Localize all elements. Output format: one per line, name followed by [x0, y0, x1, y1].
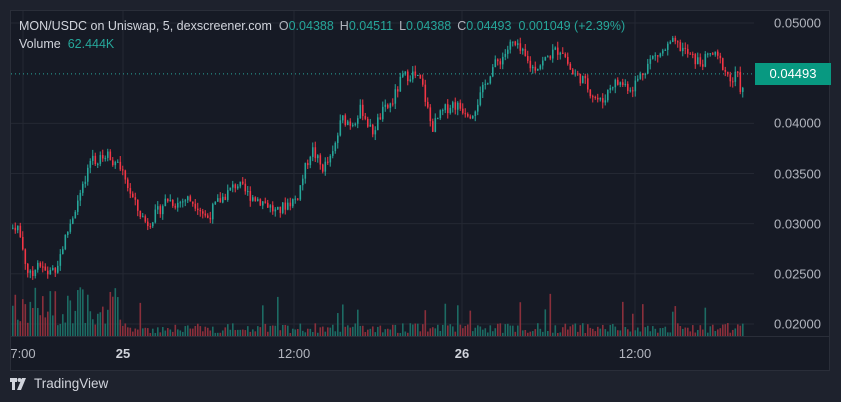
time-tick: 26: [454, 346, 470, 361]
price-tick: 0.03500: [774, 166, 821, 181]
time-tick: 7:00: [10, 346, 36, 361]
low-label: L: [399, 19, 407, 33]
chart-frame: MON/USDC on Uniswap, 5, dexscreener.com O…: [10, 10, 831, 371]
time-axis[interactable]: 7:00 25 12:00 26 12:00: [10, 336, 829, 371]
candlestick-chart[interactable]: [11, 11, 754, 336]
volume-value: 62.444K: [67, 37, 115, 51]
volume-row: Volume 62.444K: [19, 35, 625, 53]
volume-label: Volume: [19, 37, 61, 51]
price-tick: 0.03000: [774, 216, 821, 232]
symbol-title: MON/USDC on Uniswap, 5, dexscreener.com: [19, 19, 272, 33]
close-label: C: [457, 19, 467, 33]
chart-legend: MON/USDC on Uniswap, 5, dexscreener.com O…: [19, 17, 625, 53]
price-tick: 0.02500: [774, 266, 821, 282]
close-value: 0.04493: [466, 19, 512, 33]
time-tick: 12:00: [618, 346, 652, 361]
price-tick: 0.05000: [774, 15, 821, 31]
price-axis[interactable]: 0.05000 0.04000 0.03500 0.03000 0.02500 0.020…: [754, 11, 831, 336]
high-label: H: [339, 19, 349, 33]
change-value: 0.001049 (+2.39%): [518, 19, 626, 33]
price-tick: 0.04000: [774, 115, 821, 131]
low-value: 0.04388: [406, 19, 452, 33]
brand-name: TradingView: [34, 376, 109, 391]
price-plot[interactable]: [11, 11, 754, 336]
tradingview-logo-icon: [10, 377, 26, 390]
time-tick: 25: [115, 346, 131, 361]
time-tick: 12:00: [277, 346, 311, 361]
tradingview-brand[interactable]: TradingView: [10, 376, 108, 391]
last-price-label: 0.04493: [755, 62, 831, 85]
open-label: O: [278, 19, 289, 33]
ohlc-row: MON/USDC on Uniswap, 5, dexscreener.com O…: [19, 17, 625, 35]
open-value: 0.04388: [288, 19, 334, 33]
high-value: 0.04511: [348, 19, 394, 33]
price-tick: 0.02000: [774, 316, 821, 332]
